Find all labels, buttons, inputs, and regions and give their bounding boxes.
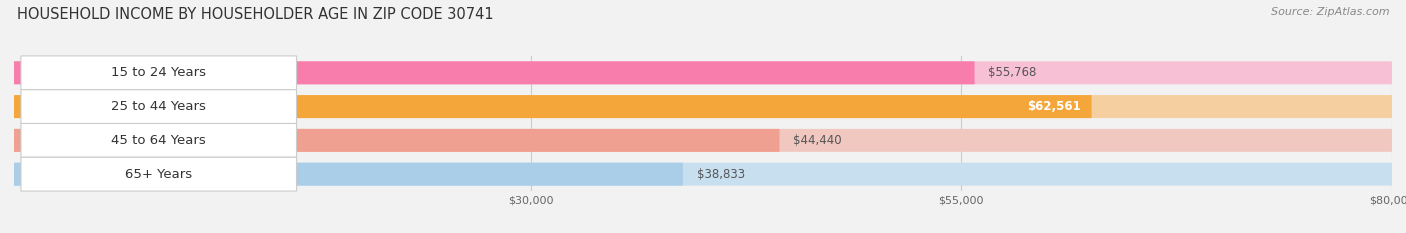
Text: Source: ZipAtlas.com: Source: ZipAtlas.com [1271, 7, 1389, 17]
FancyBboxPatch shape [21, 90, 297, 123]
Text: $38,833: $38,833 [697, 168, 745, 181]
Text: $55,768: $55,768 [988, 66, 1036, 79]
FancyBboxPatch shape [14, 61, 1392, 84]
Text: 45 to 64 Years: 45 to 64 Years [111, 134, 207, 147]
Text: 25 to 44 Years: 25 to 44 Years [111, 100, 207, 113]
FancyBboxPatch shape [14, 129, 779, 152]
Text: $62,561: $62,561 [1028, 100, 1081, 113]
Text: HOUSEHOLD INCOME BY HOUSEHOLDER AGE IN ZIP CODE 30741: HOUSEHOLD INCOME BY HOUSEHOLDER AGE IN Z… [17, 7, 494, 22]
FancyBboxPatch shape [14, 129, 1392, 152]
FancyBboxPatch shape [21, 157, 297, 191]
Text: 65+ Years: 65+ Years [125, 168, 193, 181]
Text: 15 to 24 Years: 15 to 24 Years [111, 66, 207, 79]
Text: $44,440: $44,440 [793, 134, 842, 147]
FancyBboxPatch shape [14, 163, 683, 186]
FancyBboxPatch shape [21, 123, 297, 157]
FancyBboxPatch shape [14, 61, 974, 84]
FancyBboxPatch shape [14, 95, 1091, 118]
FancyBboxPatch shape [21, 56, 297, 90]
FancyBboxPatch shape [14, 95, 1392, 118]
FancyBboxPatch shape [14, 163, 1392, 186]
